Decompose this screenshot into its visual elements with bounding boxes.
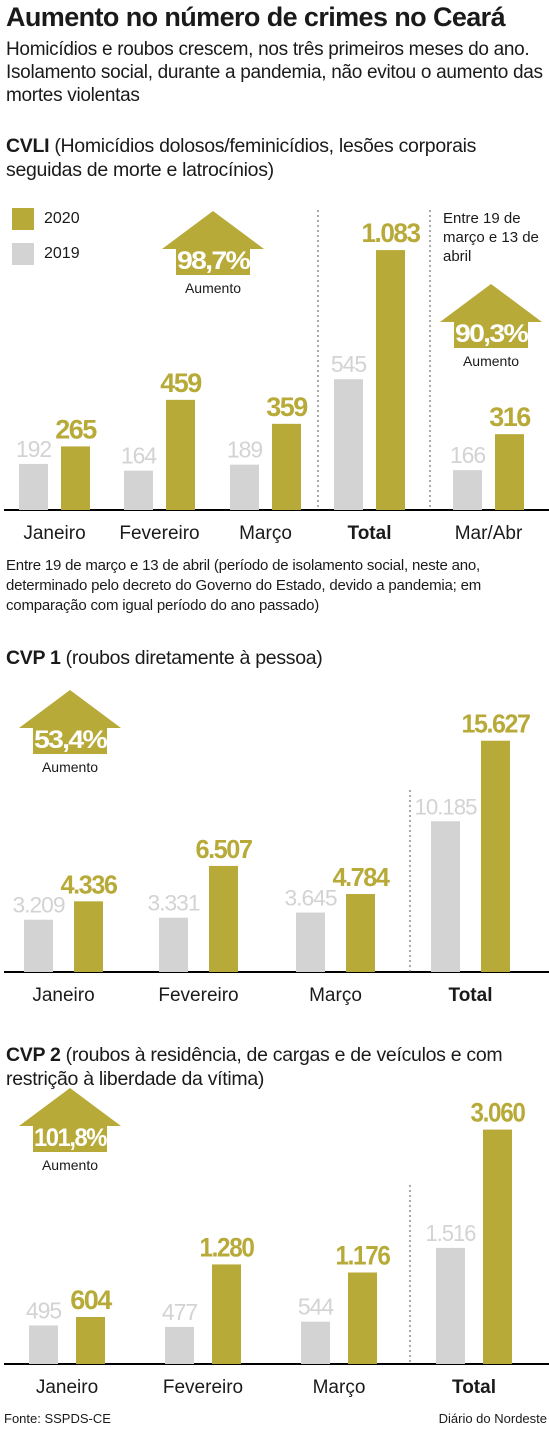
cvp1-label-2019-1: 3.331 [148, 891, 201, 916]
cvli-label-2020-4: 316 [489, 402, 531, 432]
cvp1-label-2020-0: 4.336 [61, 869, 118, 899]
source-footer: Fonte: SSPDS-CE [4, 1411, 111, 1426]
cvp1-category-0: Janeiro [32, 985, 94, 1006]
cvp1-bar-2020-0 [74, 901, 103, 972]
cvp2-label-2020-3: 3.060 [471, 1098, 525, 1128]
cvli-category-1: Fevereiro [119, 523, 199, 544]
cvli-increase-label-0: Aumento [185, 280, 241, 296]
cvp2-label-2020-0: 604 [70, 1285, 112, 1315]
cvli-category-3: Total [348, 523, 392, 544]
cvli-increase-arrow-0 [162, 211, 264, 275]
cvp1-category-2: Março [309, 985, 362, 1006]
cvli-category-0: Janeiro [23, 523, 85, 544]
cvp2-label-2019-0: 495 [26, 1297, 62, 1323]
cvp1-bar-2020-1 [209, 865, 238, 972]
cvli-increase-arrow-1 [440, 284, 542, 348]
cvli-increase-label-1: Aumento [463, 353, 519, 369]
cvli-label-2019-2: 189 [227, 437, 263, 463]
cvp1-bar-2019-3 [431, 821, 460, 972]
cvli-label-2020-1: 459 [160, 368, 202, 398]
cvp2-increase-value-0: 101,8% [34, 1124, 107, 1152]
cvli-category-4: Mar/Abr [455, 523, 523, 544]
cvli-category-2: Março [239, 523, 292, 544]
legend-label-2019: 2019 [44, 245, 80, 262]
cvp2-title-bold: CVP 2 [6, 1044, 61, 1066]
page-title: Aumento no número de crimes no Ceará [6, 2, 506, 32]
cvli-bar-2019-2 [230, 464, 259, 510]
cvp1-increase-value-0: 53,4% [34, 726, 107, 754]
cvp1-label-2019-3: 10.185 [415, 794, 478, 819]
cvp2-title-rest: (roubos à residência, de cargas e de veí… [6, 1044, 503, 1090]
cvp1-category-3: Total [449, 985, 493, 1006]
cvli-title: CVLI (Homicídios dolosos/feminicídios, l… [6, 134, 546, 182]
cvli-bar-2019-4 [453, 470, 482, 510]
cvp1-label-2020-2: 4.784 [333, 862, 391, 892]
cvp2-label-2019-3: 1.516 [426, 1220, 476, 1246]
cvp1-label-2019-2: 3.645 [285, 886, 338, 911]
cvp1-title-bold: CVP 1 [6, 647, 61, 669]
cvp2-bar-2020-0 [76, 1317, 105, 1364]
period-note: Entre 19 de março e 13 de abril (período… [6, 557, 482, 614]
cvp2-bar-2019-1 [165, 1326, 194, 1364]
cvli-label-2019-1: 164 [121, 443, 158, 469]
page-subtitle: Homicídios e roubos crescem, nos três pr… [6, 39, 543, 106]
cvp1-label-2020-3: 15.627 [462, 709, 531, 739]
cvli-title-bold: CVLI [6, 135, 50, 157]
cvp1-label-2020-1: 6.507 [196, 834, 253, 864]
cvli-label-2019-3: 545 [331, 351, 367, 377]
cvp2-bar-2019-3 [436, 1247, 465, 1364]
cvp1-increase-label-0: Aumento [42, 759, 98, 775]
cvli-label-2020-0: 265 [55, 414, 97, 444]
cvp1-bar-2019-0 [24, 919, 53, 972]
cvp1-title-rest: (roubos diretamente à pessoa) [60, 647, 323, 669]
cvp2-bar-2020-1 [212, 1264, 241, 1364]
publisher-footer: Diário do Nordeste [438, 1411, 547, 1426]
cvp1-title: CVP 1 (roubos diretamente à pessoa) [6, 646, 546, 670]
cvp2-bar-2019-2 [301, 1321, 330, 1364]
cvli-bar-2020-2 [272, 423, 301, 510]
cvp2-label-2019-2: 544 [298, 1294, 335, 1320]
cvp2-category-3: Total [452, 1377, 496, 1398]
cvp1-label-2019-0: 3.209 [13, 893, 66, 918]
cvp1-bar-2020-2 [346, 894, 375, 972]
cvli-bar-2019-3 [334, 379, 363, 510]
cvp2-bar-2019-0 [29, 1325, 58, 1364]
cvli-title-rest: (Homicídios dolosos/feminicídios, lesões… [6, 135, 477, 181]
cvli-bar-2019-1 [124, 470, 153, 510]
cvli-bar-2020-0 [61, 446, 90, 510]
cvp2-bar-2020-3 [483, 1129, 512, 1364]
cvp1-bar-2019-1 [159, 917, 188, 972]
cvli-increase-value-0: 98,7% [177, 247, 250, 275]
cvli-label-2020-3: 1.083 [362, 218, 421, 248]
cvp2-label-2019-1: 477 [162, 1299, 198, 1325]
cvp2-increase-arrow-0 [19, 1088, 121, 1152]
legend-swatch-2019 [12, 243, 34, 265]
cvp1-bar-2019-2 [296, 912, 325, 972]
mar-abr-period-note: Entre 19 de março e 13 de abril [443, 210, 539, 265]
legend-swatch-2020 [12, 208, 34, 230]
cvp2-label-2020-2: 1.176 [336, 1241, 391, 1271]
cvp2-title: CVP 2 (roubos à residência, de cargas e … [6, 1043, 546, 1091]
cvp2-bar-2020-2 [348, 1272, 377, 1364]
cvp2-label-2020-1: 1.280 [200, 1232, 254, 1262]
legend-label-2020: 2020 [44, 210, 80, 227]
cvli-bar-2020-3 [376, 250, 405, 510]
cvli-bar-2020-1 [166, 399, 195, 510]
cvli-label-2019-0: 192 [16, 436, 52, 462]
cvli-bar-2019-0 [19, 463, 48, 510]
cvp2-category-1: Fevereiro [163, 1377, 243, 1398]
cvli-bar-2020-4 [495, 434, 524, 510]
cvp2-increase-label-0: Aumento [42, 1157, 98, 1173]
cvp1-category-1: Fevereiro [158, 985, 238, 1006]
cvli-increase-value-1: 90,3% [455, 320, 528, 348]
cvli-label-2019-4: 166 [450, 442, 486, 468]
cvp1-bar-2020-3 [481, 740, 510, 972]
cvp2-category-2: Março [313, 1377, 366, 1398]
cvli-label-2020-2: 359 [266, 392, 308, 422]
cvp1-increase-arrow-0 [19, 690, 121, 754]
cvp2-category-0: Janeiro [36, 1377, 98, 1398]
